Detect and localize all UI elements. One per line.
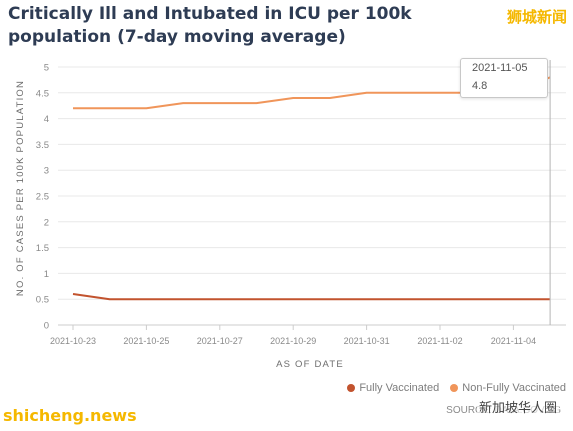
chart-series: [72, 60, 551, 325]
legend-item-non-fully[interactable]: Non-Fully Vaccinated: [450, 382, 566, 394]
legend-item-fully[interactable]: Fully Vaccinated: [347, 382, 439, 394]
x-tick-label: 2021-10-23: [50, 336, 96, 346]
legend-swatch-non-fully: [450, 384, 459, 392]
x-axis-label: AS OF DATE: [276, 359, 344, 370]
x-tick-label: 2021-10-25: [123, 336, 169, 346]
x-tick-label: 2021-11-04: [491, 336, 536, 346]
chart-axes: [58, 324, 566, 330]
y-tick-label: 1.5: [36, 243, 49, 254]
legend: Fully Vaccinated Non-Fully Vaccinated: [0, 382, 566, 394]
watermark-top: 狮城新闻: [506, 8, 567, 26]
y-tick-label: 5: [44, 63, 49, 74]
legend-label-fully: Fully Vaccinated: [359, 382, 440, 394]
y-tick-label: 4.5: [36, 88, 49, 99]
tooltip: 2021-11-05 4.8: [460, 58, 548, 98]
legend-swatch-fully: [347, 384, 356, 392]
y-tick-label: 4: [44, 114, 49, 125]
series-line-fully-vaccinated[interactable]: [72, 293, 551, 301]
chart-title: Critically Ill and Intubated in ICU per …: [8, 4, 412, 47]
watermark-bottom-left: shicheng.news: [3, 406, 137, 425]
y-tick-label: 2: [44, 217, 49, 228]
y-tick-label: 3.5: [36, 140, 49, 151]
y-tick-label: 0.5: [36, 295, 49, 306]
y-tick-label: 0: [44, 321, 49, 332]
legend-label-non-fully: Non-Fully Vaccinated: [462, 382, 566, 394]
tooltip-date: 2021-11-05: [472, 62, 528, 74]
y-tick-label: 1: [44, 269, 49, 280]
y-tick-label: 2.5: [36, 192, 49, 203]
x-tick-labels: 2021-10-23 2021-10-25 2021-10-27 2021-10-29…: [50, 336, 536, 346]
x-tick-label: 2021-11-02: [417, 336, 462, 346]
y-axis-label: NO. OF CASES PER 100K POPULATION: [15, 80, 26, 296]
tooltip-value: 4.8: [472, 80, 488, 92]
x-tick-label: 2021-10-31: [344, 336, 390, 346]
y-tick-labels: 0 0.5 1 1.5 2 2.5 3 3.5 4 4.5 5: [36, 63, 49, 332]
watermark-bottom-right: 新加坡华人圈: [476, 397, 559, 416]
chart-grid: [58, 66, 566, 326]
x-tick-label: 2021-10-29: [270, 336, 316, 346]
y-tick-label: 3: [44, 166, 49, 177]
x-tick-label: 2021-10-27: [197, 336, 243, 346]
